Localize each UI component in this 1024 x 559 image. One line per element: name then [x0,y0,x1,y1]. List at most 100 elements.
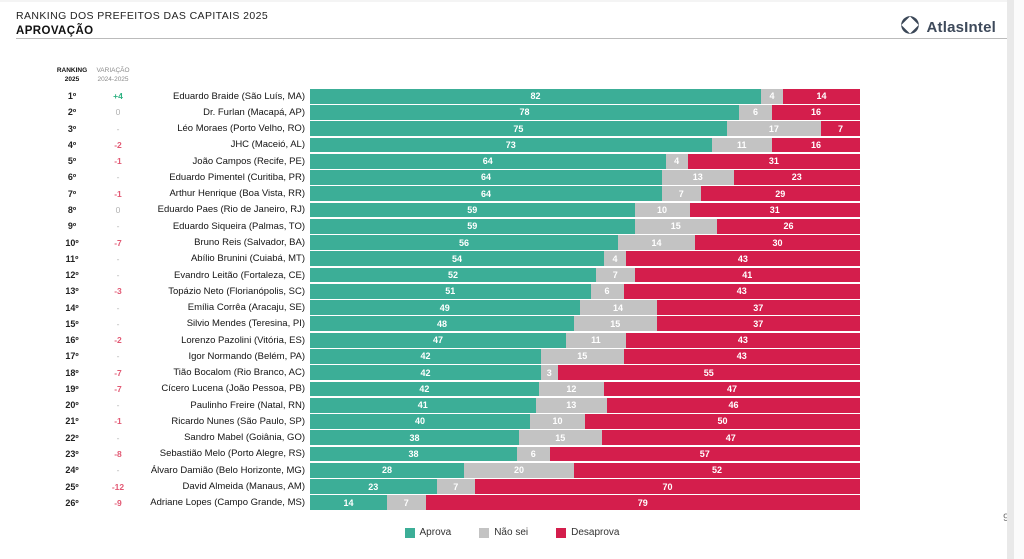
table-row: 11º - Abílio Brunini (Cuiabá, MT) 54 4 43 [0,251,1024,267]
bar-segment-desaprova: 43 [625,332,860,348]
table-row: 24º - Álvaro Damião (Belo Horizonte, MG) 28… [0,462,1024,478]
page-header: RANKING DOS PREFEITOS DAS CAPITAIS 2025 … [16,10,268,37]
rank-cell: 14º [65,302,79,313]
bar-segment-desaprova: 31 [687,153,860,169]
ranking-table: 1º +4 Eduardo Braide (São Luís, MA) 82 4 14 2º… [0,88,1024,511]
variation-cell: - [116,123,120,134]
bar-segment-não-sei: 15 [634,218,717,234]
rank-cell: 24º [65,465,79,476]
table-row: 9º - Eduardo Siqueira (Palmas, TO) 59 15 26 [0,218,1024,234]
mayor-name: Bruno Reis (Salvador, BA) [194,237,305,249]
legend-swatch [404,527,415,538]
bar-segment-desaprova: 29 [700,186,860,202]
table-row: 17º - Igor Normando (Belém, PA) 42 15 43 [0,348,1024,364]
table-row: 15º - Silvio Mendes (Teresina, PI) 48 15 37 [0,316,1024,332]
column-header-variacao: VARIAÇÃO 2024-2025 [96,67,130,84]
bar-segment-não-sei: 13 [535,397,607,413]
approval-bar: 40 10 50 [310,414,860,429]
variation-cell: -1 [114,188,122,199]
bar-segment-desaprova: 79 [425,495,860,511]
mayor-name: Silvio Mendes (Teresina, PI) [186,318,305,330]
bar-segment-aprova: 54 [310,251,605,267]
bar-segment-não-sei: 10 [634,202,690,218]
approval-bar: 47 11 43 [310,332,860,348]
mayor-name: João Campos (Recife, PE) [192,155,305,167]
approval-bar: 14 7 79 [310,495,860,511]
legend-item: Aprova [404,527,451,538]
bar-segment-aprova: 42 [310,348,541,364]
bar-segment-desaprova: 52 [574,462,860,478]
bar-segment-aprova: 42 [310,365,541,381]
rank-cell: 7º [67,188,77,199]
table-row: 23º -8 Sebastião Melo (Porto Alegre, RS) 38… [0,446,1024,462]
table-row: 13º -3 Topázio Neto (Florianópolis, SC) 51 6… [0,283,1024,299]
rank-cell: 16º [65,335,79,346]
mayor-name: Léo Moraes (Porto Velho, RO) [177,123,305,135]
bar-segment-desaprova: 57 [549,446,860,462]
mayor-name: Eduardo Siqueira (Palmas, TO) [172,220,305,232]
bar-segment-desaprova: 26 [717,218,860,234]
bar-segment-desaprova: 55 [557,365,860,381]
bar-segment-não-sei: 3 [541,365,558,381]
page-title: RANKING DOS PREFEITOS DAS CAPITAIS 2025 [16,10,269,22]
approval-bar: 54 4 43 [310,251,860,267]
variation-cell: -9 [114,497,122,508]
mayor-name: Arthur Henrique (Boa Vista, RR) [169,188,305,200]
bar-segment-aprova: 47 [310,332,566,348]
bar-segment-aprova: 42 [310,381,539,397]
page-subtitle: APROVAÇÃO [16,25,94,37]
bar-segment-aprova: 38 [310,446,517,462]
rank-cell: 23º [65,448,79,459]
approval-bar: 41 13 46 [310,397,860,413]
atlasintel-logo-icon [900,15,920,40]
bar-segment-aprova: 49 [310,300,580,315]
mayor-name: Igor Normando (Belém, PA) [188,350,305,362]
variation-cell: - [116,432,120,443]
bar-segment-aprova: 38 [310,430,519,446]
bar-segment-não-sei: 15 [519,430,602,446]
rank-cell: 4º [67,139,77,150]
bar-segment-não-sei: 20 [464,462,574,478]
bar-segment-não-sei: 15 [574,316,657,332]
mayor-name: Topázio Neto (Florianópolis, SC) [168,285,305,297]
rank-cell: 9º [67,221,77,232]
bar-segment-aprova: 28 [310,462,464,478]
column-header-ranking: RANKING 2025 [56,67,88,84]
variation-cell: - [116,465,120,476]
legend-swatch [479,527,490,538]
bar-segment-desaprova: 70 [475,479,860,494]
mayor-name: Emília Corrêa (Aracaju, SE) [187,302,305,314]
mayor-name: Evandro Leitão (Fortaleza, CE) [174,269,305,281]
bar-segment-não-sei: 13 [662,170,734,185]
variation-cell: -8 [114,448,122,459]
table-row: 7º -1 Arthur Henrique (Boa Vista, RR) 64 7 29 [0,186,1024,202]
approval-bar: 73 11 16 [310,137,860,153]
mayor-name: Cícero Lucena (João Pessoa, PB) [161,383,305,395]
slide-edge-margin [1014,0,1024,559]
bar-segment-desaprova: 14 [783,88,860,104]
mayor-name: Eduardo Pimentel (Curitiba, PR) [169,171,305,183]
rank-cell: 6º [67,172,77,183]
mayor-name: Sebastião Melo (Porto Alegre, RS) [159,448,305,460]
atlasintel-logo: AtlasIntel [900,15,996,40]
approval-bar: 28 20 52 [310,462,860,478]
bar-segment-aprova: 73 [310,137,712,153]
approval-bar: 42 3 55 [310,365,860,381]
approval-bar: 78 6 16 [310,105,860,120]
mayor-name: Álvaro Damião (Belo Horizonte, MG) [150,464,305,476]
bar-segment-desaprova: 47 [601,430,860,446]
rank-cell: 15º [65,318,79,329]
legend-label: Não sei [494,527,529,538]
bar-segment-desaprova: 23 [733,170,860,185]
mayor-name: Ricardo Nunes (São Paulo, SP) [171,415,305,427]
chart-legend: Aprova Não sei Desaprova [0,527,1024,538]
bar-segment-não-sei: 4 [665,153,688,169]
bar-segment-aprova: 75 [310,121,727,137]
table-row: 19º -7 Cícero Lucena (João Pessoa, PB) 42 12… [0,381,1024,397]
bar-segment-aprova: 64 [310,186,662,202]
approval-bar: 49 14 37 [310,300,860,315]
bar-segment-aprova: 51 [310,283,591,299]
variation-cell: -7 [114,367,122,378]
table-row: 18º -7 Tião Bocalom (Rio Branco, AC) 42 3 55 [0,365,1024,381]
legend-item: Desaprova [556,527,619,538]
